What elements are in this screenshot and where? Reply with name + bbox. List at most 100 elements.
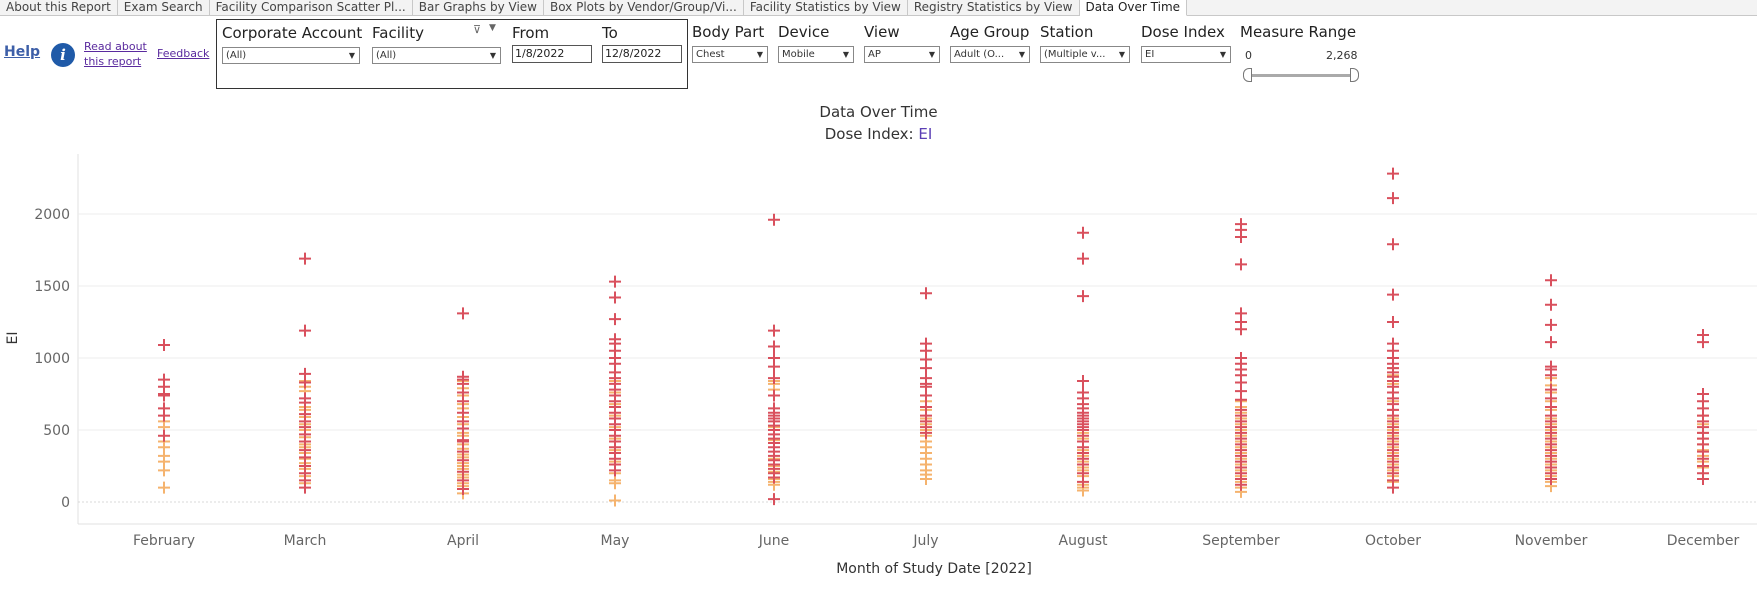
chevron-down-icon: ▼: [928, 50, 935, 59]
y-tick-label: 1500: [34, 279, 70, 295]
help-link[interactable]: Help: [4, 44, 41, 60]
tab-exam-search[interactable]: Exam Search: [118, 0, 210, 16]
view-label: View: [864, 23, 900, 41]
tab-box-plots[interactable]: Box Plots by Vendor/Group/Vi...: [544, 0, 744, 16]
facility-dropdown[interactable]: (All) ▼: [372, 47, 501, 64]
data-point: [457, 307, 469, 320]
data-point: [1697, 336, 1709, 349]
chevron-down-icon: ▼: [1118, 50, 1125, 59]
data-point: [1235, 231, 1247, 244]
chevron-down-icon: ▼: [348, 51, 355, 60]
age-group-label: Age Group: [950, 23, 1030, 41]
data-point: [158, 481, 170, 494]
age-group-dropdown[interactable]: Adult (O... ▼: [950, 46, 1030, 63]
dose-index-dropdown[interactable]: EI ▼: [1141, 46, 1231, 63]
chart-subtitle-label: Dose Index:: [824, 125, 919, 143]
filter-funnel-icon[interactable]: ⊽: [473, 23, 482, 36]
chevron-down-icon[interactable]: ▼: [489, 23, 496, 33]
data-point: [299, 324, 311, 337]
from-label: From: [512, 24, 550, 42]
x-tick-label: October: [1365, 533, 1421, 549]
x-tick-label: August: [1059, 533, 1109, 549]
feedback-link[interactable]: Feedback: [157, 47, 210, 60]
tab-facility-statistics[interactable]: Facility Statistics by View: [744, 0, 908, 16]
data-point: [768, 324, 780, 337]
data-point: [920, 362, 932, 375]
measure-range-label: Measure Range: [1240, 23, 1357, 41]
y-tick-label: 0: [61, 495, 70, 511]
data-point: [768, 493, 780, 506]
data-point: [920, 287, 932, 300]
data-point: [1077, 252, 1089, 265]
data-point: [299, 396, 311, 409]
tab-facility-comparison[interactable]: Facility Comparison Scatter Pl...: [210, 0, 413, 16]
x-tick-label: November: [1515, 533, 1588, 549]
view-value: AP: [868, 49, 881, 60]
chevron-down-icon: ▼: [489, 51, 496, 60]
chart-subtitle-value: EI: [918, 125, 933, 143]
measure-range-max: 2,268: [1326, 49, 1358, 62]
data-point: [158, 464, 170, 477]
data-point: [920, 472, 932, 485]
tab-registry-statistics[interactable]: Registry Statistics by View: [908, 0, 1080, 16]
data-point: [1387, 481, 1399, 494]
measure-range-max-handle[interactable]: [1350, 68, 1359, 82]
station-dropdown[interactable]: (Multiple v... ▼: [1040, 46, 1130, 63]
to-label: To: [602, 24, 618, 42]
data-point: [158, 339, 170, 352]
tab-bar: About this Report Exam Search Facility C…: [0, 0, 1757, 16]
tab-bar-graphs-by-view[interactable]: Bar Graphs by View: [413, 0, 544, 16]
device-label: Device: [778, 23, 830, 41]
data-point: [1077, 226, 1089, 239]
device-value: Mobile: [782, 49, 815, 60]
chevron-down-icon: ▼: [1018, 50, 1025, 59]
facility-value: (All): [376, 50, 397, 61]
corporate-account-value: (All): [226, 50, 247, 61]
axis-layer: 0 500 1000 1500 2000 February March April May Jun…: [34, 207, 1739, 549]
tab-about-this-report[interactable]: About this Report: [0, 0, 118, 16]
measure-range-min-handle[interactable]: [1243, 68, 1252, 82]
body-part-label: Body Part: [692, 23, 765, 41]
corporate-account-dropdown[interactable]: (All) ▼: [222, 47, 360, 64]
x-tick-label: December: [1667, 533, 1740, 549]
data-point: [1077, 475, 1089, 488]
data-point: [1387, 316, 1399, 328]
marks-layer: [158, 167, 1709, 507]
data-point: [457, 454, 469, 467]
view-dropdown[interactable]: AP ▼: [864, 46, 940, 63]
data-point: [1545, 336, 1557, 349]
data-point: [920, 426, 932, 439]
device-dropdown[interactable]: Mobile ▼: [778, 46, 854, 63]
data-point: [609, 291, 621, 304]
grid-layer: [77, 154, 1757, 525]
data-point: [768, 389, 780, 402]
data-point: [609, 275, 621, 288]
data-point: [609, 313, 621, 326]
data-point: [457, 422, 469, 435]
data-point: [1545, 274, 1557, 287]
read-about-report-link[interactable]: Read about this report: [84, 40, 147, 68]
data-point: [1235, 323, 1247, 336]
data-point: [158, 429, 170, 442]
body-part-dropdown[interactable]: Chest ▼: [692, 46, 768, 63]
measure-range-track[interactable]: [1247, 74, 1355, 77]
data-point: [158, 389, 170, 402]
info-icon[interactable]: i: [51, 43, 75, 67]
from-date-input[interactable]: 1/8/2022: [512, 45, 592, 63]
data-point: [1387, 238, 1399, 251]
x-tick-label: May: [601, 533, 630, 549]
data-point: [1387, 288, 1399, 301]
dose-index-value: EI: [1145, 49, 1155, 60]
x-tick-label: September: [1202, 533, 1280, 549]
tab-data-over-time[interactable]: Data Over Time: [1079, 0, 1188, 16]
data-point: [457, 435, 469, 448]
dose-index-label: Dose Index: [1141, 23, 1225, 41]
filter-panel: Corporate Account (All) ▼ Facility ⊽ ▼ (A…: [216, 19, 688, 89]
data-point: [609, 464, 621, 477]
data-point: [768, 372, 780, 385]
data-point: [457, 483, 469, 496]
chevron-down-icon: ▼: [756, 50, 763, 59]
to-date-input[interactable]: 12/8/2022: [602, 45, 682, 63]
chart-subtitle: Dose Index: EI: [0, 125, 1757, 143]
